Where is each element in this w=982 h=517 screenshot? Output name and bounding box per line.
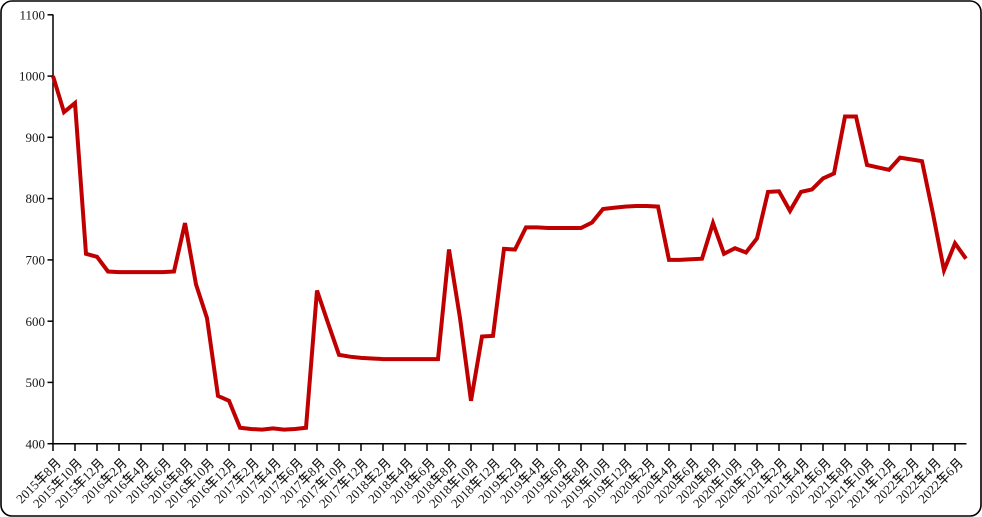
svg-text:400: 400	[26, 436, 46, 451]
svg-text:800: 800	[26, 191, 46, 206]
svg-text:700: 700	[26, 253, 46, 268]
svg-text:1000: 1000	[19, 69, 45, 84]
svg-text:600: 600	[26, 314, 46, 329]
svg-text:500: 500	[26, 375, 46, 390]
svg-text:1100: 1100	[19, 7, 45, 22]
svg-text:900: 900	[26, 130, 46, 145]
